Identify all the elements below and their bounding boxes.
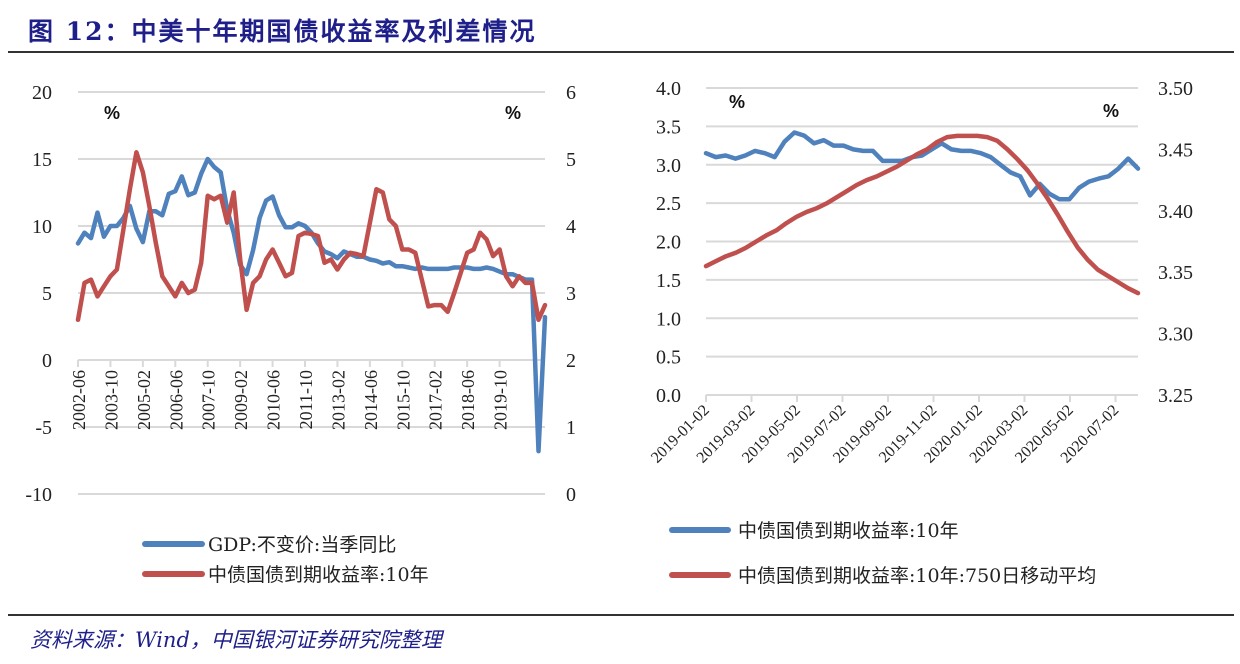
y-tick-left: 2.5 (656, 193, 681, 215)
unit-label-right: % (1103, 101, 1119, 121)
series-line (703, 130, 1141, 202)
y-tick-right: 3.40 (1158, 201, 1193, 223)
y-tick-left: 3.5 (656, 116, 681, 138)
y-tick-left: 0.0 (656, 385, 681, 407)
x-tick-label: 2005-02 (134, 370, 154, 430)
source-note: 资料来源：Wind，中国银河证券研究院整理 (30, 628, 442, 652)
y-tick-left: 4.0 (656, 78, 681, 100)
y-tick-right: 3.30 (1158, 324, 1193, 346)
y-tick-left: -5 (35, 417, 52, 439)
y-tick-right: 5 (566, 149, 576, 171)
x-tick-label: 2003-10 (101, 370, 121, 430)
y-tick-left: 5 (42, 283, 52, 305)
y-tick-right: 2 (566, 350, 576, 372)
legend-label: GDP:不变价:当季同比 (208, 534, 396, 556)
x-tick-label: 2014-06 (361, 370, 381, 430)
x-tick-label: 2018-06 (458, 370, 478, 430)
unit-label-right: % (505, 103, 521, 123)
y-tick-left: 15 (32, 149, 52, 171)
x-tick-label: 2019-10 (491, 370, 511, 430)
y-tick-left: 1.5 (656, 270, 681, 292)
x-tick-label: 2002-06 (69, 370, 89, 430)
legend-label: 中债国债到期收益率:10年:750日移动平均 (738, 565, 1096, 587)
x-tick-label: 2011-10 (296, 370, 316, 429)
y-tick-left: 0 (42, 350, 52, 372)
series-line (703, 133, 1141, 296)
legend-label: 中债国债到期收益率:10年 (738, 520, 959, 542)
right-chart-yield-vs-moving-average: 4.0 3.5 3.0 2.5 2.0 1.5 1.0 0.5 0.0 3.50 3.45 3.40 3… (648, 78, 1193, 587)
unit-label-left: % (729, 92, 745, 112)
y-tick-right: 1 (566, 417, 576, 439)
y-tick-left: 10 (32, 216, 52, 238)
y-tick-right: 3.35 (1158, 262, 1193, 284)
y-tick-right: 3.25 (1158, 385, 1193, 407)
y-tick-left: 3.0 (656, 155, 681, 177)
bottom-divider (8, 614, 1234, 616)
y-tick-right: 3.45 (1158, 139, 1193, 161)
y-tick-right: 3 (566, 283, 576, 305)
y-tick-right: 0 (566, 484, 576, 506)
x-tick-label: 2007-10 (199, 370, 219, 430)
x-tick-label: 2013-02 (328, 370, 348, 430)
y-tick-right: 6 (566, 82, 576, 104)
y-tick-left: 20 (32, 82, 52, 104)
x-tick-label: 2006-06 (166, 370, 186, 430)
legend-label: 中债国债到期收益率:10年 (208, 564, 429, 586)
y-tick-right: 4 (566, 216, 576, 238)
x-tick-label: 2009-02 (231, 370, 251, 430)
y-tick-left: -10 (25, 484, 52, 506)
figure-title: 图 12：中美十年期国债收益率及利差情况 (28, 17, 537, 46)
top-divider (8, 51, 1234, 53)
series-line (75, 150, 548, 323)
x-tick-label: 2017-02 (426, 370, 446, 430)
y-tick-left: 0.5 (656, 347, 681, 369)
unit-label-left: % (104, 103, 120, 123)
x-tick-label: 2015-10 (393, 370, 413, 430)
y-tick-left: 2.0 (656, 232, 681, 254)
y-tick-right: 3.50 (1158, 78, 1193, 100)
x-tick-label: 2010-06 (264, 370, 284, 430)
y-tick-left: 1.0 (656, 308, 681, 330)
